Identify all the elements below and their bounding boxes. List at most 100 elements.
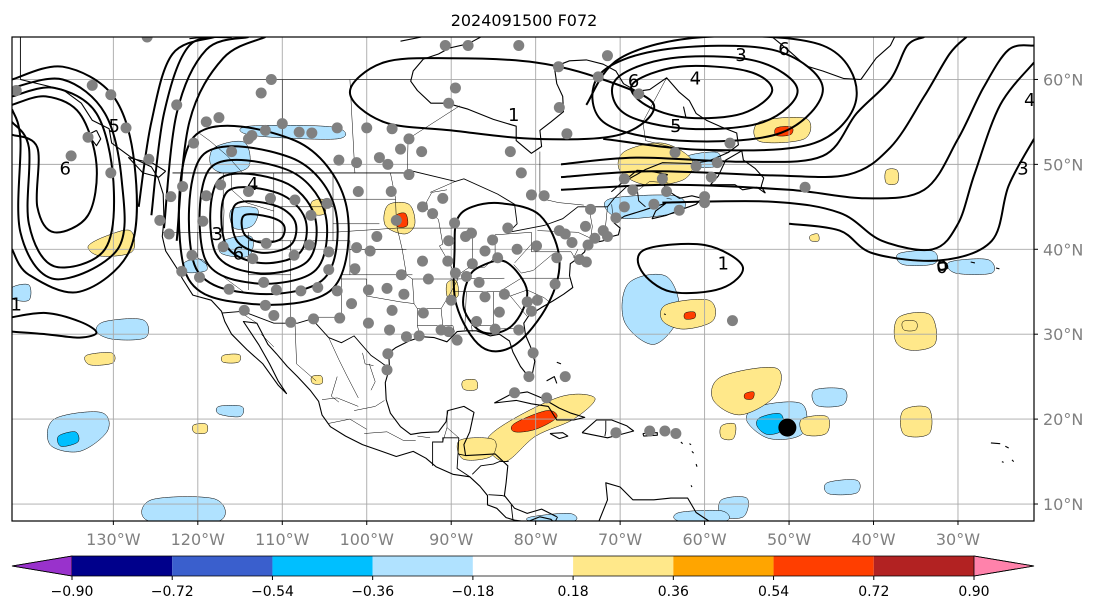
station-dot bbox=[416, 146, 428, 158]
station-dot bbox=[442, 255, 454, 267]
station-dot bbox=[521, 296, 533, 308]
station-dot bbox=[177, 180, 189, 192]
station-dot bbox=[690, 160, 702, 172]
station-dot bbox=[504, 146, 516, 158]
station-dot bbox=[398, 288, 410, 300]
coastline bbox=[1064, 347, 1075, 349]
station-dot bbox=[362, 284, 374, 296]
contour-label: 4 bbox=[690, 69, 701, 90]
station-dot bbox=[238, 304, 250, 316]
station-dot bbox=[618, 201, 630, 213]
coastline bbox=[995, 267, 1000, 270]
station-dot bbox=[661, 186, 673, 198]
station-dot bbox=[525, 189, 537, 201]
station-dot bbox=[627, 184, 639, 196]
station-dot bbox=[553, 225, 565, 237]
longitude-label: 40°W bbox=[851, 530, 895, 549]
contour-label: 1 bbox=[10, 294, 21, 315]
anomaly-patch bbox=[884, 168, 899, 185]
station-dot bbox=[154, 214, 166, 226]
station-dot bbox=[194, 271, 206, 283]
station-dot bbox=[549, 278, 561, 290]
anomaly-patch bbox=[896, 250, 938, 266]
station-dot bbox=[561, 128, 573, 140]
country-border bbox=[457, 453, 466, 457]
station-dot bbox=[331, 285, 343, 297]
station-dot bbox=[403, 169, 415, 181]
station-dot bbox=[120, 122, 132, 134]
station-dot bbox=[351, 242, 363, 254]
map-title: 2024091500 F072 bbox=[451, 11, 598, 30]
contour-line bbox=[12, 86, 116, 269]
coastline bbox=[690, 485, 693, 488]
station-dot bbox=[443, 235, 455, 247]
colorbar-labels: −0.90 −0.72 −0.54 −0.36 −0.18 0.18 0.36 0.54 0.7… bbox=[51, 576, 990, 600]
station-dot bbox=[390, 214, 402, 226]
station-dot bbox=[381, 282, 393, 294]
state-border bbox=[354, 400, 385, 411]
contour-line bbox=[187, 145, 339, 296]
station-dot bbox=[670, 428, 682, 440]
station-dot bbox=[553, 101, 565, 113]
anomaly-patch bbox=[215, 405, 245, 418]
station-dot bbox=[323, 246, 335, 258]
anomaly-patch bbox=[456, 437, 497, 461]
station-dot bbox=[699, 197, 711, 209]
state-border bbox=[514, 244, 532, 264]
state-border bbox=[513, 253, 554, 274]
station-dot bbox=[538, 190, 550, 202]
station-dot bbox=[165, 191, 177, 203]
longitude-label: 50°W bbox=[767, 530, 811, 549]
storm-marker bbox=[778, 418, 797, 437]
map-frame bbox=[11, 36, 1035, 522]
station-dot bbox=[479, 291, 491, 303]
station-dot bbox=[460, 231, 472, 243]
station-dot bbox=[416, 201, 428, 213]
station-dot bbox=[223, 283, 235, 295]
colorbar-segment bbox=[72, 556, 173, 576]
anomaly-patch bbox=[526, 513, 578, 521]
contour-label: 3 bbox=[1017, 159, 1028, 180]
coastline bbox=[400, 37, 422, 42]
colorbar-extend-high bbox=[973, 555, 1035, 577]
station-dot bbox=[705, 171, 717, 183]
station-dot bbox=[259, 124, 271, 136]
station-dot bbox=[451, 334, 463, 346]
station-dot bbox=[726, 315, 738, 327]
station-dot bbox=[260, 237, 272, 249]
longitude-label: 30°W bbox=[936, 530, 980, 549]
station-dot bbox=[531, 240, 543, 252]
country-border bbox=[222, 310, 391, 370]
contour-label: 6 bbox=[59, 159, 70, 180]
station-dot bbox=[323, 264, 335, 276]
station-dot bbox=[293, 126, 305, 138]
coastline bbox=[695, 463, 698, 467]
station-dot bbox=[303, 239, 315, 251]
station-dot bbox=[513, 324, 525, 336]
colorbar-segment bbox=[573, 556, 674, 576]
contour-label: 5 bbox=[108, 116, 119, 137]
station-dot bbox=[492, 252, 504, 264]
latitude-label: 50°N bbox=[1043, 155, 1083, 174]
coastline bbox=[990, 442, 1001, 445]
country-border bbox=[456, 453, 471, 478]
station-dot bbox=[633, 88, 645, 100]
station-dot bbox=[443, 97, 455, 109]
station-dot bbox=[422, 273, 434, 285]
station-dot bbox=[523, 371, 535, 383]
station-dot bbox=[268, 310, 280, 322]
station-dot bbox=[799, 181, 811, 193]
colorbar-label: −0.18 bbox=[451, 584, 494, 600]
coastline bbox=[494, 391, 586, 421]
station-dot bbox=[312, 281, 324, 293]
contour-line bbox=[230, 200, 298, 254]
station-dot bbox=[489, 323, 501, 335]
country-border bbox=[510, 504, 514, 520]
contour-line bbox=[937, 261, 949, 271]
station-dot bbox=[265, 73, 277, 85]
colorbar-label: 0.90 bbox=[958, 584, 989, 600]
station-dot bbox=[105, 89, 117, 101]
station-dot bbox=[105, 167, 117, 179]
contour-lines bbox=[12, 37, 1034, 353]
station-dot bbox=[471, 315, 483, 327]
